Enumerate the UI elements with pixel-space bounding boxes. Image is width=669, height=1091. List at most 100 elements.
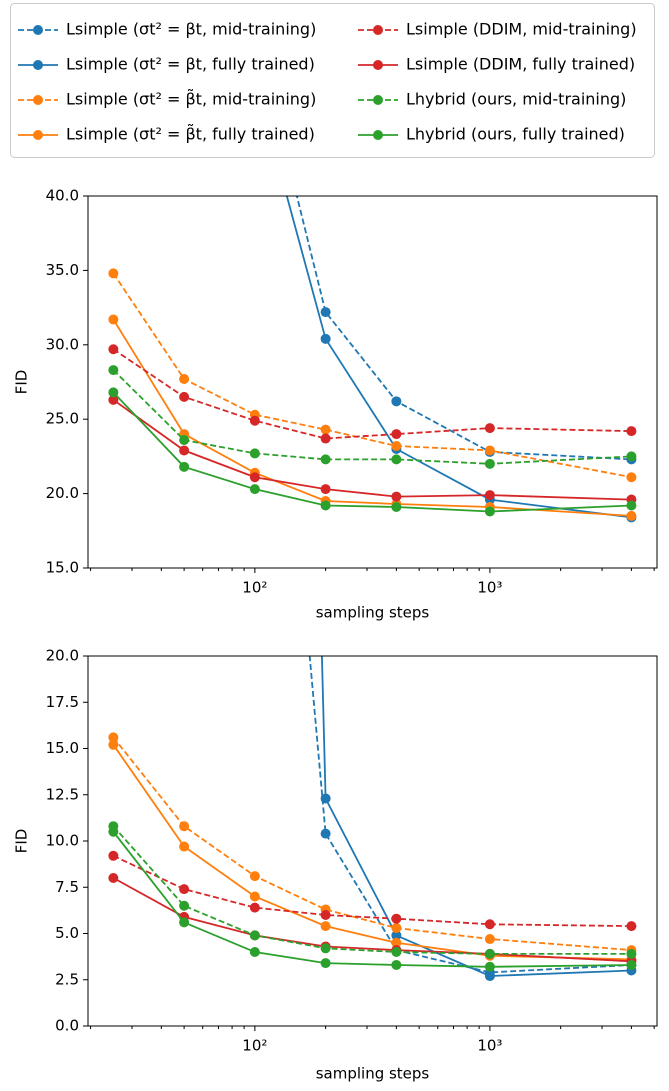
y-tick-label: 20.0: [46, 647, 79, 665]
point: [626, 451, 637, 462]
point: [626, 426, 637, 437]
point: [391, 396, 402, 407]
point: [484, 423, 495, 434]
point: [391, 501, 402, 512]
point: [391, 429, 402, 440]
y-tick-label: 15.0: [46, 739, 79, 757]
x-axis-label: sampling steps: [316, 1065, 430, 1083]
y-tick-label: 25.0: [46, 410, 79, 428]
plot-area: [108, 656, 637, 982]
point: [179, 900, 190, 911]
point: [249, 484, 260, 495]
point: [249, 902, 260, 913]
point: [391, 930, 402, 941]
point: [108, 850, 119, 861]
legend-marker: [33, 60, 43, 70]
point: [179, 445, 190, 456]
legend-marker: [33, 95, 43, 105]
legend: Lsimple (σt² = βt, mid-training) Lsimple …: [18, 20, 637, 144]
legend-label: Lhybrid (ours, mid-training): [406, 90, 626, 109]
point: [626, 948, 637, 959]
point: [108, 365, 119, 376]
point: [320, 500, 331, 511]
point: [249, 415, 260, 426]
x-tick-label: 10²: [242, 1037, 267, 1055]
series-line: [112, 369, 632, 465]
point: [320, 793, 331, 804]
point: [108, 732, 119, 743]
point: [484, 506, 495, 517]
point: [320, 910, 331, 920]
point: [484, 445, 495, 456]
y-tick-label: 10.0: [46, 832, 79, 850]
subplot: 15.0 20.0 25.0 30.0 35.0 40.0 10² 10³ sampling s…: [13, 187, 658, 622]
legend-label: Lsimple (DDIM, mid-training): [406, 20, 637, 39]
point: [626, 472, 637, 483]
point: [320, 828, 331, 839]
series-line: [112, 399, 632, 501]
point: [108, 344, 119, 355]
point: [391, 922, 402, 933]
point: [108, 268, 119, 279]
point: [108, 873, 119, 883]
y-axis-label: FID: [13, 370, 31, 395]
point: [484, 961, 495, 972]
y-tick-label: 7.5: [55, 878, 79, 896]
y-axis-label: FID: [13, 829, 31, 854]
plot-area: [108, 196, 637, 523]
point: [391, 440, 402, 451]
x-axis-label: sampling steps: [316, 604, 430, 622]
legend-marker: [373, 60, 383, 70]
point: [320, 424, 331, 435]
point: [249, 930, 260, 941]
y-tick-label: 12.5: [46, 785, 79, 803]
point: [484, 458, 495, 469]
point: [391, 959, 402, 970]
point: [108, 739, 119, 750]
y-tick-label: 5.0: [55, 924, 79, 942]
point: [626, 510, 637, 521]
y-tick-label: 40.0: [46, 187, 79, 205]
point: [320, 454, 331, 465]
point: [179, 821, 190, 832]
legend-label: Lsimple (σt² = β̃t, fully trained): [66, 125, 315, 144]
point: [249, 891, 260, 902]
point: [108, 394, 119, 405]
x-tick-label: 10³: [477, 579, 502, 597]
point: [179, 917, 190, 928]
series-line: [112, 319, 632, 517]
y-tick-label: 0.0: [55, 1017, 79, 1035]
point: [179, 461, 190, 472]
point: [320, 484, 331, 495]
y-tick-label: 2.5: [55, 970, 79, 988]
point: [108, 826, 119, 837]
legend-label: Lhybrid (ours, fully trained): [406, 125, 625, 144]
point: [626, 500, 637, 511]
axes-frame: [87, 195, 658, 569]
legend-marker: [373, 95, 383, 105]
point: [484, 934, 495, 945]
legend-marker: [33, 25, 43, 35]
series-line: [112, 348, 632, 440]
series-line: [112, 272, 632, 479]
y-tick-label: 17.5: [46, 693, 79, 711]
point: [108, 387, 119, 398]
point: [626, 921, 637, 932]
point: [391, 491, 402, 502]
point: [391, 937, 402, 948]
point: [484, 490, 495, 501]
point: [179, 884, 190, 895]
point: [249, 472, 260, 483]
point: [484, 919, 495, 930]
point: [484, 971, 495, 982]
legend-label: Lsimple (σt² = βt, mid-training): [66, 20, 316, 39]
point: [320, 921, 331, 932]
y-tick-label: 15.0: [46, 559, 79, 577]
x-tick-label: 10²: [242, 579, 267, 597]
point: [484, 948, 495, 959]
point: [179, 374, 190, 385]
legend-label: Lsimple (σt² = βt, fully trained): [66, 55, 315, 74]
point: [320, 958, 331, 969]
axes-frame: [87, 655, 658, 1027]
